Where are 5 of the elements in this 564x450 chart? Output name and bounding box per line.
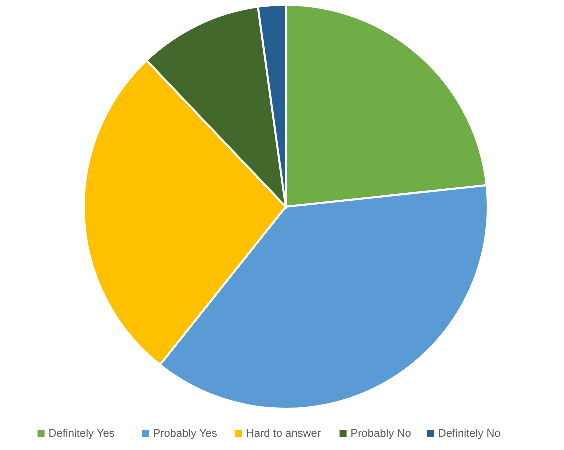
legend-label: Probably No	[350, 428, 412, 440]
legend-label: Probably Yes	[153, 428, 218, 440]
legend-label: Definitely No	[438, 428, 501, 440]
legend-label: Hard to answer	[246, 428, 322, 440]
legend-label: Definitely Yes	[48, 428, 116, 440]
